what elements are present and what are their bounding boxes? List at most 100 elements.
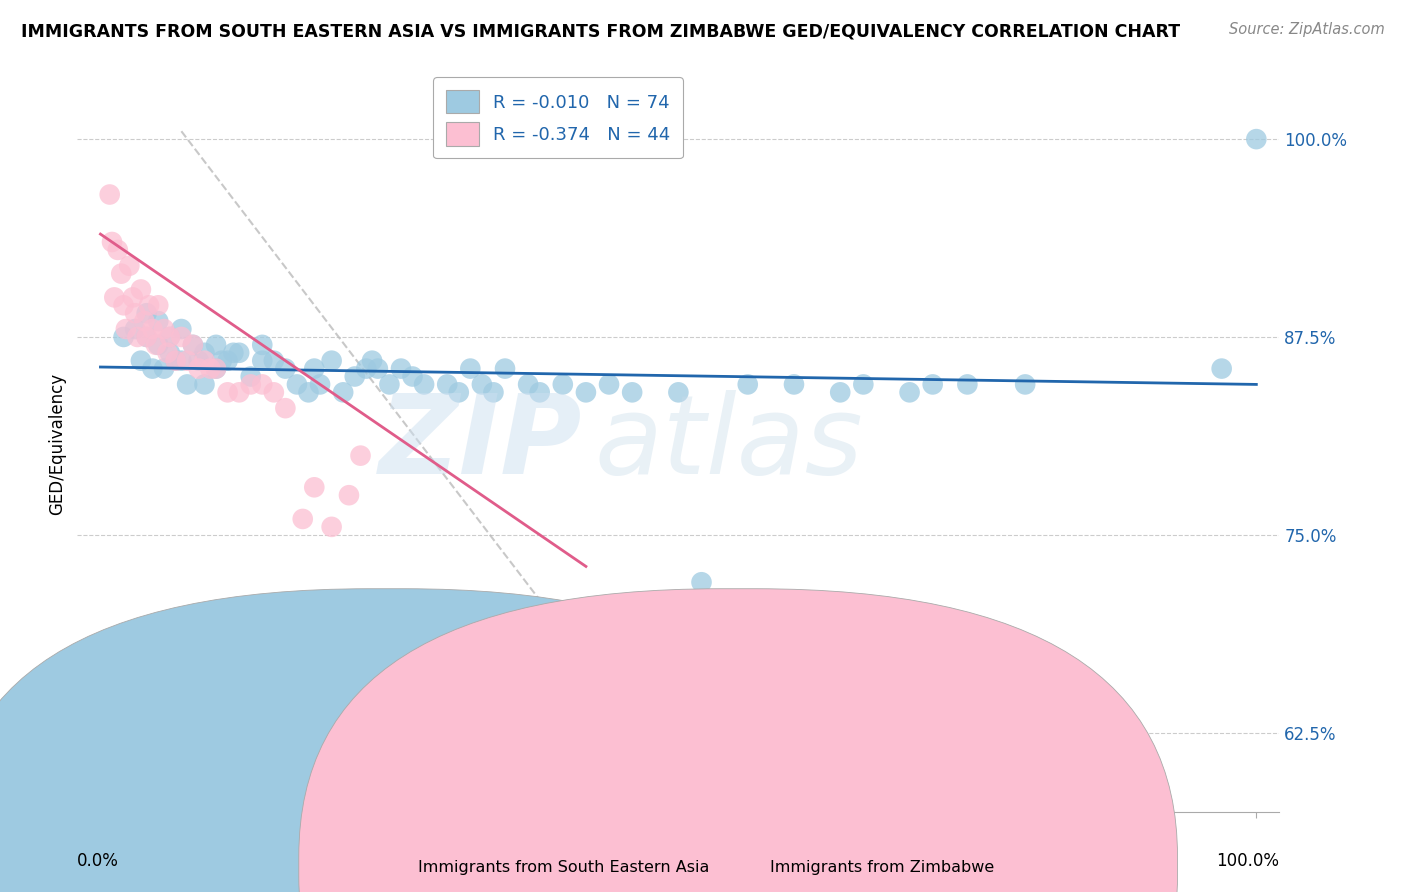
Point <box>274 361 297 376</box>
Point <box>252 338 274 352</box>
Point <box>378 377 401 392</box>
Point <box>666 385 689 400</box>
Point <box>103 290 125 304</box>
Point <box>367 361 389 376</box>
Point <box>187 361 209 376</box>
Point <box>135 330 157 344</box>
Y-axis label: GED/Equivalency: GED/Equivalency <box>48 373 66 515</box>
Point <box>436 377 458 392</box>
Point <box>841 639 863 653</box>
Point <box>112 330 135 344</box>
Point <box>138 298 160 312</box>
Point <box>517 377 540 392</box>
Point <box>898 385 921 400</box>
Point <box>436 615 458 629</box>
Point <box>228 385 250 400</box>
Point <box>170 322 193 336</box>
Text: atlas: atlas <box>595 391 863 497</box>
Point <box>1014 377 1036 392</box>
Text: Immigrants from Zimbabwe: Immigrants from Zimbabwe <box>770 860 994 874</box>
Point <box>239 369 262 384</box>
Point <box>135 330 157 344</box>
Point <box>148 314 170 328</box>
Point <box>285 377 308 392</box>
Point <box>107 243 129 257</box>
Point <box>134 314 156 328</box>
Point <box>205 338 228 352</box>
Point <box>482 385 505 400</box>
Point <box>101 235 124 249</box>
Point <box>153 361 176 376</box>
Point <box>1246 132 1268 146</box>
Point <box>252 353 274 368</box>
Point <box>156 345 179 359</box>
Point <box>148 298 170 312</box>
Text: 0.0%: 0.0% <box>77 852 120 870</box>
Point <box>263 385 285 400</box>
Point <box>1211 361 1233 376</box>
Point <box>222 345 245 359</box>
Point <box>263 353 285 368</box>
Point <box>141 322 163 336</box>
Point <box>217 353 239 368</box>
Point <box>211 353 233 368</box>
Point <box>159 330 181 344</box>
Point <box>297 385 319 400</box>
Point <box>725 639 748 653</box>
Point <box>165 353 187 368</box>
Point <box>228 345 250 359</box>
Point <box>401 369 423 384</box>
Point <box>205 361 228 376</box>
Point <box>361 353 384 368</box>
Point <box>575 385 598 400</box>
Point <box>343 369 366 384</box>
Point <box>783 377 806 392</box>
Point <box>529 662 551 676</box>
Point <box>170 330 193 344</box>
Point <box>165 353 187 368</box>
Point <box>118 259 141 273</box>
Point <box>176 377 198 392</box>
Text: IMMIGRANTS FROM SOUTH EASTERN ASIA VS IMMIGRANTS FROM ZIMBABWE GED/EQUIVALENCY C: IMMIGRANTS FROM SOUTH EASTERN ASIA VS IM… <box>21 22 1180 40</box>
Point <box>471 377 494 392</box>
Point <box>460 361 482 376</box>
Point <box>176 353 198 368</box>
Point <box>274 401 297 416</box>
Point <box>621 385 644 400</box>
Point <box>98 187 121 202</box>
Point <box>783 639 806 653</box>
Point <box>737 377 759 392</box>
Point <box>529 385 551 400</box>
Point <box>875 702 897 716</box>
Point <box>181 338 204 352</box>
Point <box>141 361 163 376</box>
Text: 100.0%: 100.0% <box>1216 852 1279 870</box>
Point <box>806 702 828 716</box>
Point <box>112 298 135 312</box>
Point <box>129 283 152 297</box>
Point <box>349 449 371 463</box>
Point <box>332 385 354 400</box>
Point <box>408 631 430 645</box>
Point <box>200 361 222 376</box>
Point <box>309 377 332 392</box>
Point <box>159 330 181 344</box>
Text: ZIP: ZIP <box>378 391 582 497</box>
Point <box>304 480 326 494</box>
Point <box>239 377 262 392</box>
Point <box>321 353 343 368</box>
Point <box>193 345 215 359</box>
Point <box>193 377 215 392</box>
Point <box>494 361 516 376</box>
Point <box>337 488 360 502</box>
Point <box>921 377 943 392</box>
Point <box>135 306 157 320</box>
Text: Source: ZipAtlas.com: Source: ZipAtlas.com <box>1229 22 1385 37</box>
Point <box>852 377 875 392</box>
Text: Immigrants from South Eastern Asia: Immigrants from South Eastern Asia <box>419 860 710 874</box>
Point <box>413 377 436 392</box>
Point <box>321 520 343 534</box>
Point <box>170 353 193 368</box>
Point <box>145 338 167 352</box>
Point <box>181 338 204 352</box>
